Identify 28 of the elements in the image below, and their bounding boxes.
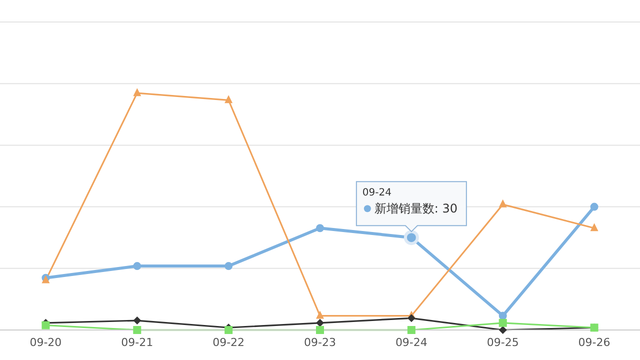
annotation: 09-24 新增销量数: 30 [362,188,458,216]
point [316,310,324,319]
x-tick-label: 09-25 [486,336,519,349]
point [498,312,507,320]
x-tick-label: 09-22 [212,336,245,349]
x-tick-label: 09-24 [395,336,428,349]
x-tick-label: 09-20 [30,336,62,349]
point [590,202,598,211]
point [407,326,416,334]
point [498,326,507,334]
point [42,321,50,330]
point [133,316,142,325]
point [224,262,233,270]
point [316,224,324,232]
point [498,199,507,208]
point [316,318,324,327]
x-tick-label: 09-21 [121,336,154,349]
point [224,326,233,334]
point [133,88,142,96]
point [407,314,416,322]
point [224,95,233,104]
x-tick-label: 09-23 [304,336,336,349]
point [498,318,507,327]
point [590,223,598,232]
x-tick-label: 09-26 [578,336,610,349]
point [133,326,142,334]
point [316,326,324,334]
point [133,262,142,270]
